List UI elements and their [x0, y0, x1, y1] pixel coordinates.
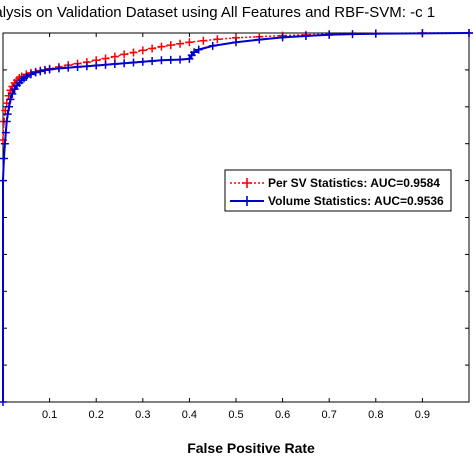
point-per-sv [213, 35, 222, 44]
x-tick-label: 0.2 [89, 409, 104, 421]
point-volume [148, 57, 157, 66]
legend-label-per-sv: Per SV Statistics: AUC=0.9584 [268, 176, 440, 190]
point-volume [194, 45, 203, 54]
point-volume [157, 56, 166, 65]
plot-area [2, 32, 470, 403]
point-volume [36, 67, 45, 76]
point-volume [465, 29, 473, 37]
point-volume [2, 117, 11, 126]
x-tick-label: 0.4 [182, 409, 197, 421]
point-volume [82, 62, 91, 71]
point-per-sv [199, 36, 208, 45]
point-per-sv [110, 52, 119, 61]
point-volume [8, 89, 17, 98]
point-volume [45, 65, 54, 74]
point-volume [0, 154, 8, 163]
point-volume [110, 59, 119, 68]
point-per-sv [185, 38, 194, 47]
point-per-sv [166, 41, 175, 50]
point-volume [208, 41, 217, 50]
x-tick-label: 0.7 [322, 409, 337, 421]
point-volume [190, 48, 199, 57]
chart-title: Analysis on Validation Dataset using All… [0, 4, 435, 21]
point-volume [301, 31, 310, 40]
point-per-sv [157, 42, 166, 51]
point-per-sv [176, 39, 185, 48]
series-line-per-sv [2, 32, 469, 141]
x-axis-label: False Positive Rate [187, 440, 315, 456]
x-tick-label: 0.1 [42, 409, 57, 421]
x-tick-label: 0.9 [415, 409, 430, 421]
legend-label-volume: Volume Statistics: AUC=0.9536 [268, 194, 444, 208]
point-volume [0, 398, 7, 406]
point-volume [176, 55, 185, 64]
point-volume [5, 102, 14, 111]
point-per-sv [120, 50, 129, 59]
point-per-sv [138, 46, 147, 55]
point-volume [371, 29, 380, 38]
point-volume [348, 30, 357, 39]
point-volume [166, 55, 175, 64]
point-volume [31, 68, 40, 77]
point-volume [73, 62, 82, 71]
point-volume [6, 95, 15, 104]
legend-marker-volume [242, 196, 252, 206]
point-volume [255, 35, 264, 44]
x-tick-label: 0.8 [368, 409, 383, 421]
point-volume [325, 30, 334, 39]
point-volume [3, 110, 12, 119]
x-tick-label: 0.5 [228, 409, 243, 421]
point-volume [120, 59, 129, 68]
x-axis: 0.1 0.2 0.3 0.4 0.5 0.6 0.7 0.8 0.9 [42, 33, 430, 421]
point-volume [129, 58, 138, 67]
point-volume [26, 70, 35, 79]
series-layer [0, 29, 473, 406]
legend-box [224, 169, 452, 212]
legend-marker-per-sv [242, 178, 252, 188]
point-volume [418, 29, 427, 38]
point-volume [64, 63, 73, 72]
point-volume [232, 38, 240, 47]
x-tick-label: 0.6 [275, 409, 290, 421]
point-volume [0, 176, 7, 185]
point-volume [278, 33, 287, 42]
point-volume [1, 128, 10, 137]
point-volume [92, 61, 101, 70]
point-volume [54, 64, 63, 73]
x-tick-label: 0.3 [135, 409, 150, 421]
point-volume [22, 72, 31, 81]
point-volume [0, 139, 9, 148]
point-volume [101, 60, 110, 69]
point-volume [138, 57, 147, 66]
point-per-sv [148, 44, 157, 53]
point-per-sv [129, 48, 138, 57]
legend: Per SV Statistics: AUC=0.9584 Volume Sta… [224, 169, 452, 212]
